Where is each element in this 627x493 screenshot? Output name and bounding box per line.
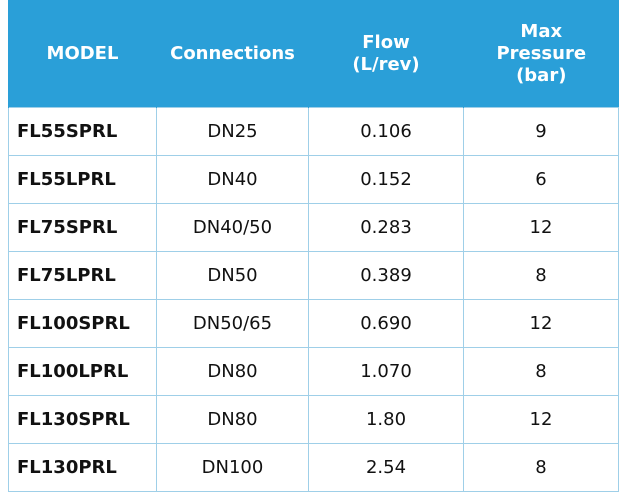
cell: 2.54 (308, 443, 464, 492)
cell: 12 (463, 395, 619, 444)
cell: 9 (463, 107, 619, 156)
cell: 0.106 (308, 107, 464, 156)
header-text: Connections (170, 42, 295, 64)
cell: DN50 (156, 251, 309, 300)
header-text: (L/rev) (352, 53, 420, 75)
cell: DN80 (156, 395, 309, 444)
row: FL130PRL DN100 2.54 8 (8, 443, 619, 492)
model-cell: FL100SPRL (8, 299, 157, 348)
cell: DN100 (156, 443, 309, 492)
cell: DN50/65 (156, 299, 309, 348)
cell: 0.690 (308, 299, 464, 348)
cell: 1.80 (308, 395, 464, 444)
row: FL75SPRL DN40/50 0.283 12 (8, 203, 619, 252)
row: FL100LPRL DN80 1.070 8 (8, 347, 619, 396)
model-cell: FL75SPRL (8, 203, 157, 252)
cell: 0.389 (308, 251, 464, 300)
header-cell: Flow (L/rev) (308, 0, 464, 108)
cell: 8 (463, 347, 619, 396)
header-cell: Max Pressure (bar) (463, 0, 619, 108)
cell: 12 (463, 299, 619, 348)
cell: DN25 (156, 107, 309, 156)
row: FL55LPRL DN40 0.152 6 (8, 155, 619, 204)
header-cell: MODEL (8, 0, 157, 108)
model-cell: FL55SPRL (8, 107, 157, 156)
header-text: Max (520, 20, 563, 42)
row: FL75LPRL DN50 0.389 8 (8, 251, 619, 300)
cell: 6 (463, 155, 619, 204)
model-cell: FL130PRL (8, 443, 157, 492)
header-text: Flow (362, 31, 410, 53)
header-cell: Connections (156, 0, 309, 108)
row: FL55SPRL DN25 0.106 9 (8, 107, 619, 156)
cell: 0.152 (308, 155, 464, 204)
header-text: MODEL (46, 42, 119, 64)
cell: 1.070 (308, 347, 464, 396)
header-row: MODEL Connections Flow (L/rev) Max Pressure (b… (8, 0, 619, 108)
cell: 8 (463, 251, 619, 300)
cell: 12 (463, 203, 619, 252)
row: FL130SPRL DN80 1.80 12 (8, 395, 619, 444)
row: FL100SPRL DN50/65 0.690 12 (8, 299, 619, 348)
model-cell: FL130SPRL (8, 395, 157, 444)
model-cell: FL55LPRL (8, 155, 157, 204)
cell: 0.283 (308, 203, 464, 252)
cell: DN40 (156, 155, 309, 204)
header-text: (bar) (516, 64, 567, 86)
header-text: Pressure (496, 42, 587, 64)
model-cell: FL100LPRL (8, 347, 157, 396)
model-cell: FL75LPRL (8, 251, 157, 300)
cell: 8 (463, 443, 619, 492)
cell: DN40/50 (156, 203, 309, 252)
spec-table: MODEL Connections Flow (L/rev) Max Pressure (b… (8, 0, 619, 492)
cell: DN80 (156, 347, 309, 396)
